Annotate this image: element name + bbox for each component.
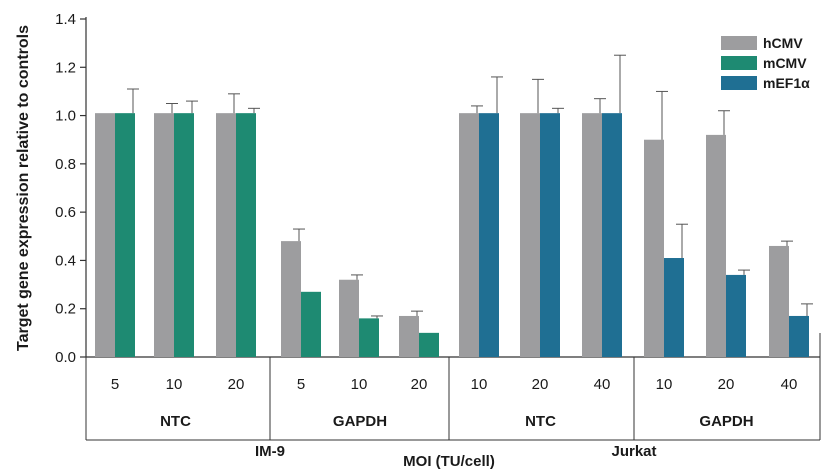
y-tick-label: 0.4 [55,252,76,269]
target-group-label: NTC [160,413,191,430]
x-tick-label: 40 [594,376,611,393]
axes-layer [80,17,821,441]
bar-mcmv-2 [236,113,256,358]
bar-hcmv-2 [216,113,236,358]
bar-mcmv-3 [301,291,321,357]
y-tick-label: 0.8 [55,156,76,173]
cell-line-label: Jurkat [611,443,656,460]
bar-mef1-6 [479,113,499,358]
x-tick-label: 20 [228,376,245,393]
bar-hcmv-11 [769,245,789,357]
x-tick-label: 5 [111,376,119,393]
legend: hCMV mCMV mEF1α [721,35,810,91]
legend-label: mEF1α [763,75,810,91]
bar-mef1-9 [664,258,684,357]
x-tick-label: 40 [781,376,798,393]
bar-hcmv-8 [582,113,602,358]
legend-label: mCMV [763,55,807,71]
y-axis-label: Target gene expression relative to contr… [15,25,32,351]
target-group-label: NTC [525,413,556,430]
y-tick-label: 1.4 [55,11,76,28]
bar-mef1-7 [540,113,560,358]
y-tick-label: 0.6 [55,204,76,221]
legend-swatch [721,56,757,70]
bar-hcmv-4 [339,279,359,357]
bar-hcmv-9 [644,139,664,357]
bar-hcmv-5 [399,315,419,357]
x-tick-label: 20 [411,376,428,393]
bar-mef1-11 [789,315,809,357]
x-tick-label: 20 [718,376,735,393]
x-axis-label: MOI (TU/cell) [403,453,495,470]
bar-mcmv-0 [115,113,135,358]
target-group-label: GAPDH [699,413,753,430]
bar-mcmv-5 [419,332,439,357]
bar-hcmv-1 [154,113,174,358]
bar-mcmv-1 [174,113,194,358]
labels-layer: 0.0 0.2 0.4 0.6 0.8 1.0 1.2 1.4 5 10 20 5 10 20 10 20 40… [55,11,797,460]
bar-hcmv-0 [95,113,115,358]
y-tick-label: 1.2 [55,59,76,76]
bar-hcmv-7 [520,113,540,358]
y-tick-label: 0.2 [55,301,76,318]
cell-line-label: IM-9 [255,443,285,460]
legend-label: hCMV [763,35,803,51]
y-tick-label: 0.0 [55,349,76,366]
x-tick-label: 10 [656,376,673,393]
x-tick-label: 10 [471,376,488,393]
target-group-label: GAPDH [333,413,387,430]
bar-mef1-8 [602,113,622,358]
bar-mef1-10 [726,274,746,357]
x-tick-label: 10 [351,376,368,393]
bar-hcmv-3 [281,241,301,357]
y-tick-label: 1.0 [55,108,76,125]
x-tick-label: 20 [532,376,549,393]
x-tick-label: 5 [297,376,305,393]
legend-swatch [721,36,757,50]
x-tick-label: 10 [166,376,183,393]
legend-swatch [721,76,757,90]
bar-hcmv-10 [706,134,726,357]
bar-mcmv-4 [359,318,379,357]
bar-hcmv-6 [459,113,479,358]
bars-layer [95,54,813,358]
